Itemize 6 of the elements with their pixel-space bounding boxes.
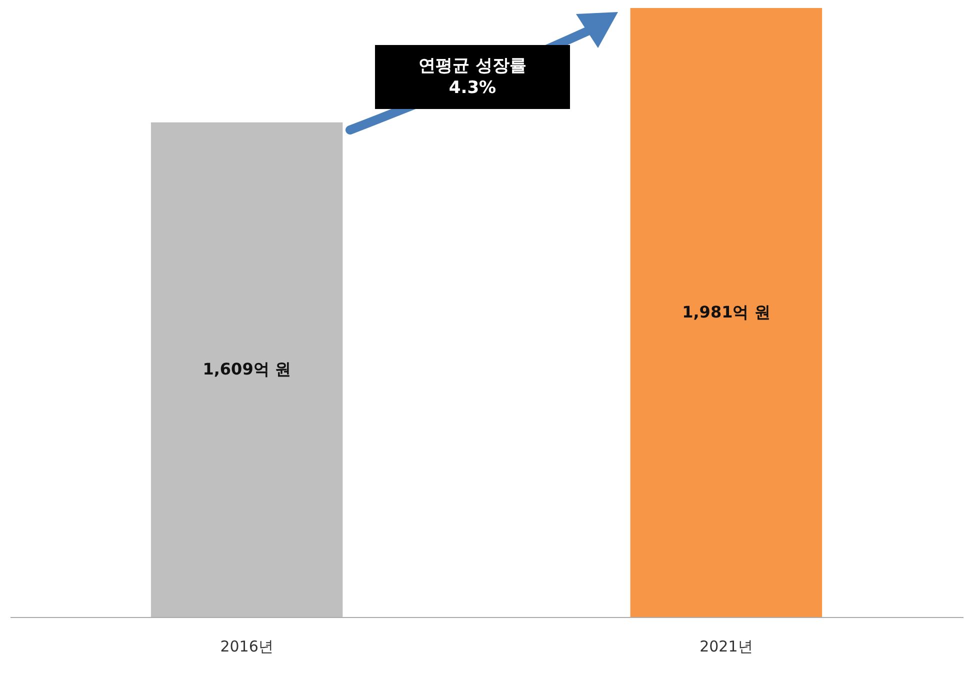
data-label: 1,609억 원 <box>202 360 291 379</box>
annotation: 연평균 성장률 4.3% <box>418 55 528 99</box>
data-label: 1,981억 원 <box>682 302 770 322</box>
x-tick-label: 2021년 <box>700 638 753 656</box>
label-box: 연평균 성장률 4.3% <box>375 45 570 109</box>
x-tick-label: 2016년 <box>220 638 274 656</box>
